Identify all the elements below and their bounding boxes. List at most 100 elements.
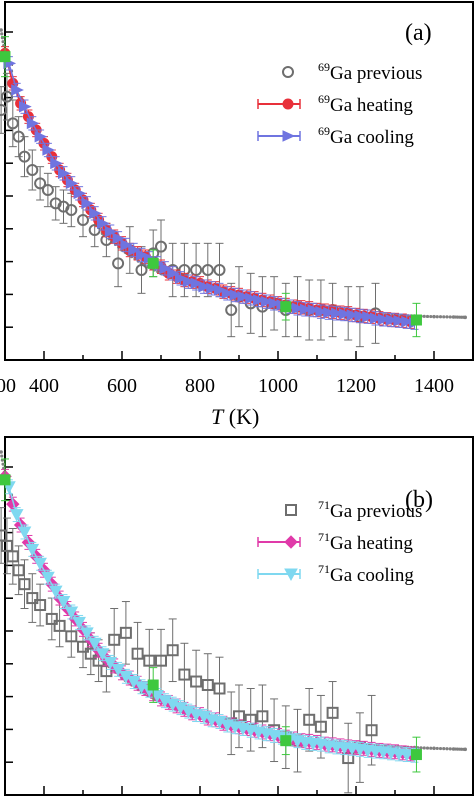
guide-curve-point (442, 315, 446, 319)
data-point (213, 682, 226, 695)
data-point (33, 557, 47, 571)
data-point (354, 310, 368, 322)
panel-b-legend: 71Ga previous 71Ga heating 71 Ga cooling (257, 498, 422, 586)
x-axis-label-symbol: T (211, 404, 225, 429)
data-point (112, 257, 125, 270)
data-point (190, 277, 204, 290)
data-point (256, 710, 269, 723)
x-tick-label: 600 (107, 375, 137, 397)
data-point (131, 647, 144, 660)
series-ga-previous-b (0, 507, 378, 794)
data-point (77, 214, 89, 226)
x-edge-tick-label: 00 (0, 375, 16, 397)
guide-curve-point (0, 450, 3, 454)
data-point (0, 474, 11, 486)
legend-label: 71Ga heating (318, 530, 413, 554)
data-point (45, 612, 58, 625)
guide-curve-point (448, 747, 452, 751)
data-point (64, 606, 79, 620)
legend-label-text: Ga previous (330, 63, 422, 84)
data-point (198, 280, 212, 293)
panel-b: (b) 71Ga previous 71Ga heating 71 Ga coolin… (0, 436, 474, 796)
legend-label-superscript: 69 (318, 60, 330, 74)
guide-curve-point (0, 28, 3, 32)
guide-curve-point (432, 746, 436, 751)
data-point (135, 264, 148, 276)
data-point (26, 164, 39, 176)
legend-marker (284, 535, 298, 549)
data-point (314, 720, 327, 733)
data-point (19, 100, 32, 113)
data-point (56, 596, 71, 609)
x-tick-label: 1200 (336, 375, 376, 397)
data-point (25, 543, 40, 557)
data-point (280, 301, 292, 313)
data-point (175, 272, 188, 285)
data-point (401, 315, 414, 328)
series-ga-cooling-b (2, 479, 422, 763)
data-point (97, 217, 110, 230)
data-point (9, 509, 24, 522)
data-point (48, 585, 63, 599)
data-point (6, 550, 19, 563)
data-point (410, 314, 422, 326)
data-point (17, 526, 32, 540)
data-point (50, 157, 63, 170)
guide-curve-point (461, 315, 465, 319)
data-point (34, 177, 47, 190)
legend-label: 69Ga cooling (318, 124, 414, 148)
legend-entry: 69Ga heating (257, 92, 413, 116)
data-point (280, 735, 292, 747)
data-point (303, 713, 316, 726)
data-point (346, 309, 360, 321)
legend-label-superscript: 69 (318, 92, 330, 106)
panel-b-guide-curve (0, 450, 468, 752)
guide-curve-point (425, 746, 430, 750)
legend-label-superscript: 69 (318, 124, 330, 138)
x-tick-label: 1000 (258, 375, 298, 397)
data-point (41, 571, 55, 585)
data-point (213, 264, 226, 276)
data-point (237, 290, 251, 303)
data-point (6, 117, 19, 130)
data-point (87, 637, 102, 651)
x-axis-label-unit: (K) (223, 404, 259, 429)
guide-curve-point (1, 462, 5, 466)
legend-label-superscript: 71 (318, 498, 330, 512)
data-point (190, 675, 203, 688)
legend-label-text: Ga cooling (330, 565, 414, 586)
data-point (73, 187, 87, 200)
series-reference-b (0, 458, 422, 773)
series-reference-a (0, 36, 422, 338)
guide-curve-point (432, 314, 436, 319)
data-point (182, 275, 196, 288)
data-point (120, 239, 134, 251)
legend-marker (285, 504, 297, 516)
panel-a-ticks (4, 31, 474, 360)
data-point (103, 656, 118, 670)
data-point (65, 630, 78, 643)
data-point (0, 51, 11, 63)
data-point (26, 592, 39, 605)
legend-entry: 71Ga previous (285, 498, 422, 522)
data-point (0, 104, 8, 116)
data-point (112, 232, 126, 245)
legend-marker (284, 568, 298, 582)
panel-b-series (0, 458, 422, 794)
panel-b-label: (b) (405, 487, 433, 513)
guide-curve-point (445, 747, 449, 751)
data-point (323, 306, 336, 319)
data-point (155, 240, 167, 253)
guide-curve-point (448, 315, 452, 319)
data-point (72, 616, 86, 630)
x-tick-label: 1400 (414, 375, 454, 397)
data-point (377, 313, 391, 326)
data-point (65, 204, 78, 216)
data-point (225, 304, 238, 316)
guide-curve-point (442, 747, 446, 751)
data-point (80, 627, 94, 640)
guide-curve-point (422, 746, 426, 750)
data-point (0, 90, 13, 103)
